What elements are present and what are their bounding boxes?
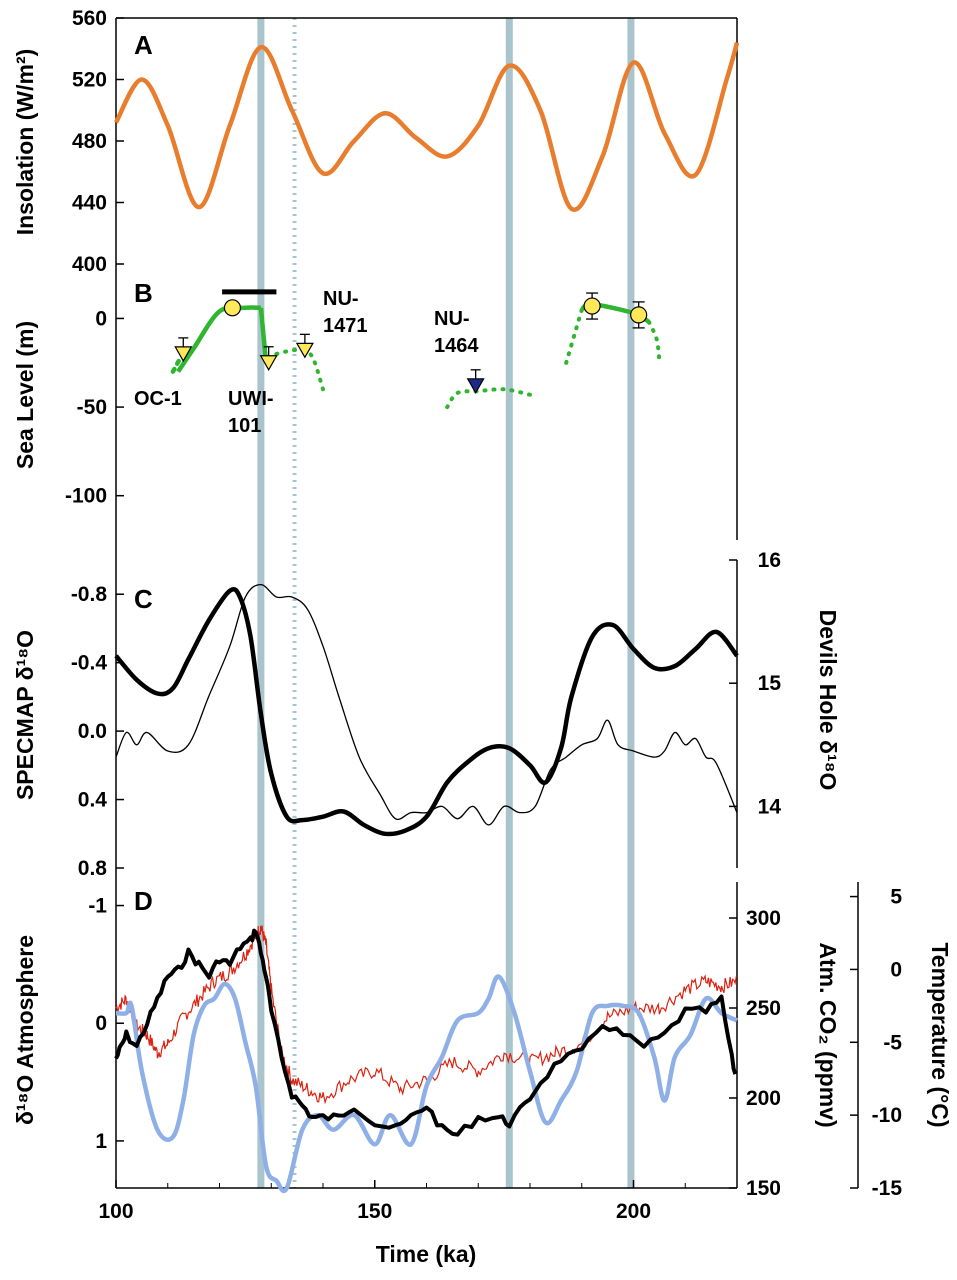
panel-letter-b: B bbox=[134, 278, 153, 308]
triangle-marker-blue bbox=[466, 378, 485, 395]
panel-letter-a: A bbox=[134, 30, 153, 60]
temperature-tick-label-2: -5 bbox=[883, 1031, 902, 1054]
circle-marker-yellow bbox=[583, 297, 601, 315]
co2-tick-label-0: 300 bbox=[746, 907, 781, 930]
specmap-tick-label-1: -0.4 bbox=[71, 652, 108, 675]
devils-hole-tick-label-1: 15 bbox=[758, 672, 782, 695]
temperature-tick-label-3: -10 bbox=[872, 1104, 902, 1127]
circle-marker-yellow bbox=[630, 306, 648, 324]
atm-d18o-tick-label-1: 0 bbox=[95, 1012, 107, 1035]
label-nu1471-line2: 1471 bbox=[323, 315, 368, 337]
data-curves bbox=[114, 42, 740, 1194]
sea-level-tick-label-0: 0 bbox=[95, 307, 107, 330]
sea-level-tick-label-2: -100 bbox=[65, 485, 107, 508]
sea-level-mis7-dotted-left bbox=[564, 307, 584, 365]
label-oc1: OC-1 bbox=[134, 388, 182, 410]
co2-axis-label: Atm. CO₂ (ppmv) bbox=[815, 942, 841, 1127]
sea-level-tick-label-1: -50 bbox=[77, 396, 107, 419]
devils-hole-axis-label: Devils Hole δ¹⁸O bbox=[815, 610, 841, 791]
specmap-tick-label-0: -0.8 bbox=[71, 583, 108, 606]
reference-lines bbox=[257, 18, 635, 1188]
label-nu1464-line2: 1464 bbox=[434, 335, 479, 357]
specmap-tick-label-2: 0.0 bbox=[78, 720, 107, 743]
insolation-axis-label: Insolation (W/m²) bbox=[12, 49, 38, 236]
insolation-curve bbox=[114, 42, 740, 212]
atm-d18o-tick-label-2: 1 bbox=[95, 1130, 107, 1153]
co2-tick-label-1: 250 bbox=[746, 997, 781, 1020]
time-tick-label-1: 150 bbox=[357, 1200, 392, 1223]
insolation-tick-label-3: 440 bbox=[72, 192, 107, 215]
temperature-tick-label-1: 0 bbox=[890, 958, 902, 981]
temperature-axis-label: Temperature (°C) bbox=[927, 942, 953, 1127]
insolation-tick-label-2: 480 bbox=[72, 130, 107, 153]
atm-d18o-curve bbox=[114, 928, 738, 1137]
label-nu1471-line1: NU- bbox=[323, 288, 359, 310]
panel-letter-c: C bbox=[134, 584, 153, 614]
triangle-marker-yellow bbox=[174, 346, 193, 363]
temperature-tick-label-0: 5 bbox=[890, 886, 902, 909]
sea-level-curve-nu1471 bbox=[274, 347, 325, 392]
specmap-curve bbox=[114, 586, 739, 837]
sea-level-drop-uwi bbox=[258, 307, 269, 363]
panel-letter-d: D bbox=[134, 886, 153, 916]
insolation-tick-label-1: 520 bbox=[72, 69, 107, 92]
label-uwi-line1: UWI- bbox=[228, 388, 274, 410]
devils-hole-curve bbox=[115, 583, 738, 826]
time-tick-label-0: 100 bbox=[98, 1200, 133, 1223]
label-nu1464-line1: NU- bbox=[434, 308, 470, 330]
temperature-tick-label-4: -15 bbox=[872, 1177, 903, 1200]
sea-level-curve-nu1464 bbox=[445, 387, 532, 410]
sea-level-mis7-dotted-right bbox=[647, 320, 662, 363]
data-markers bbox=[174, 292, 648, 395]
ticks: 5605204804404000-50-100-0.8-0.40.00.40.8… bbox=[65, 7, 902, 1223]
label-uwi-line2: 101 bbox=[228, 415, 261, 437]
time-tick-label-2: 200 bbox=[616, 1200, 651, 1223]
specmap-axis-label: SPECMAP δ¹⁸O bbox=[12, 630, 38, 800]
atm-d18o-tick-label-0: -1 bbox=[88, 895, 107, 918]
insolation-tick-label-4: 400 bbox=[72, 253, 107, 276]
sea-level-dotted-start bbox=[170, 355, 183, 374]
specmap-tick-label-3: 0.4 bbox=[78, 789, 108, 812]
sea-level-axis-label: Sea Level (m) bbox=[12, 321, 38, 469]
specmap-tick-label-4: 0.8 bbox=[78, 857, 108, 880]
co2-curve bbox=[115, 925, 737, 1105]
triangle-marker-yellow bbox=[259, 355, 278, 371]
insolation-tick-label-0: 560 bbox=[72, 7, 107, 30]
sea-level-curve-oc1 bbox=[176, 305, 261, 373]
triangle-marker-yellow bbox=[295, 342, 314, 359]
atm-d18o-axis-label: δ¹⁸O Atmosphere bbox=[12, 935, 38, 1125]
co2-tick-label-2: 200 bbox=[746, 1087, 781, 1110]
temperature-curve bbox=[115, 974, 738, 1194]
circle-marker-yellow bbox=[223, 299, 242, 317]
co2-tick-label-3: 150 bbox=[746, 1177, 781, 1200]
devils-hole-tick-label-2: 14 bbox=[758, 795, 782, 818]
time-axis-label: Time (ka) bbox=[376, 1241, 477, 1267]
devils-hole-tick-label-0: 16 bbox=[758, 549, 781, 572]
